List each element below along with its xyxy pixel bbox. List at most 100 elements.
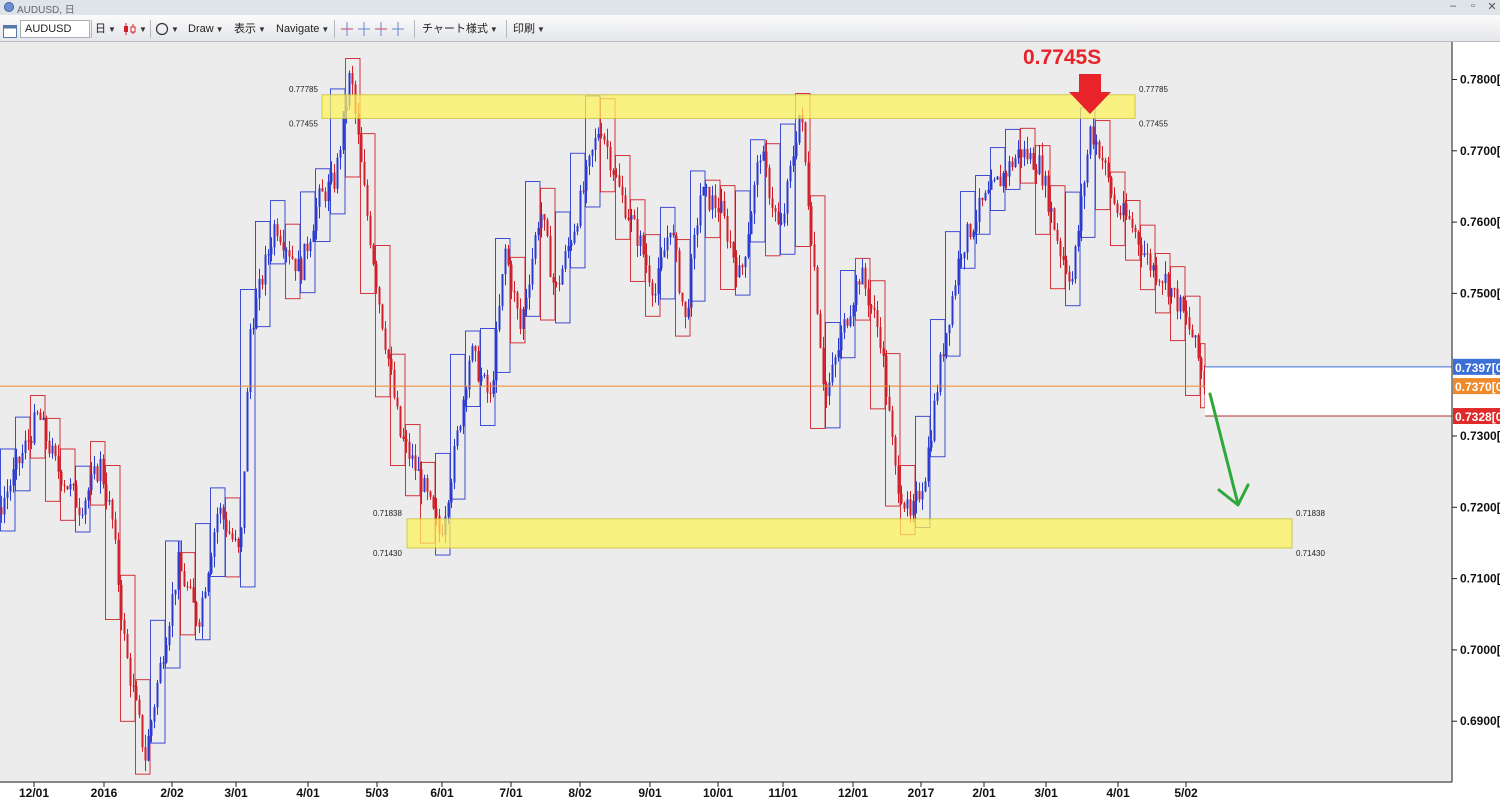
candle <box>894 436 897 466</box>
range-box <box>45 417 61 502</box>
x-axis-label: 8/02 <box>568 786 592 800</box>
candle <box>81 514 84 516</box>
candle <box>1020 149 1023 158</box>
resistance-zone[interactable] <box>321 94 1136 119</box>
close-icon[interactable]: ✕ <box>1487 1 1497 13</box>
range-box <box>510 256 526 344</box>
candle <box>519 308 522 329</box>
candle <box>219 507 222 514</box>
x-axis-panel[interactable] <box>0 783 1453 802</box>
range-box <box>15 416 31 492</box>
candle <box>1170 288 1173 297</box>
chart-style-menu[interactable]: チャート様式 ▼ <box>422 19 498 39</box>
draw-menu[interactable]: Draw ▼ <box>188 19 224 39</box>
y-axis-label: 0.7600[0 <box>1460 215 1500 229</box>
candle <box>510 264 513 291</box>
restore-icon[interactable]: ▫ <box>1471 0 1475 12</box>
candle <box>57 456 60 472</box>
range-box <box>1005 128 1021 190</box>
candle <box>1059 240 1062 257</box>
range-box <box>120 574 136 722</box>
chevron-down-icon: ▼ <box>108 25 116 34</box>
chart-window-icon[interactable] <box>3 21 17 41</box>
candle <box>693 234 696 259</box>
candle <box>1044 175 1047 186</box>
candle <box>849 316 852 326</box>
candle <box>1005 173 1008 177</box>
candle <box>336 157 339 189</box>
chevron-down-icon: ▼ <box>537 25 545 34</box>
shape-tool-dropdown[interactable]: ▼ <box>155 19 179 39</box>
candle <box>1188 317 1191 330</box>
candle <box>69 484 72 490</box>
candle <box>681 292 684 302</box>
crosshair-icon <box>375 22 387 37</box>
print-menu[interactable]: 印刷 ▼ <box>513 19 545 39</box>
crosshair-button-4[interactable] <box>392 19 404 39</box>
candle <box>210 556 213 574</box>
candle <box>1203 370 1206 388</box>
candle <box>1011 161 1014 168</box>
crosshair-button-3[interactable] <box>375 19 387 39</box>
candle <box>1032 153 1035 170</box>
candle <box>984 192 987 201</box>
candle <box>555 282 558 284</box>
candle <box>1179 297 1182 312</box>
range-box <box>315 168 331 242</box>
crosshair-icon <box>341 22 353 37</box>
candle <box>1182 297 1185 312</box>
crosshair-button-2[interactable] <box>358 19 370 39</box>
candle <box>1038 155 1041 174</box>
candle <box>141 715 144 748</box>
chart-style-label: チャート様式 <box>422 23 488 35</box>
candle <box>597 134 600 138</box>
candle <box>429 491 432 497</box>
candle <box>921 491 924 500</box>
navigate-menu[interactable]: Navigate ▼ <box>276 19 329 39</box>
candle <box>246 391 249 472</box>
period-dropdown[interactable]: 日 ▼ <box>95 19 116 39</box>
title-bar: AUDUSD, 日 – ▫ ✕ <box>0 0 1500 16</box>
candle-type-dropdown[interactable]: ▼ <box>123 19 147 39</box>
symbol-input[interactable]: AUDUSD <box>20 20 90 38</box>
candle <box>1041 155 1044 186</box>
candle <box>561 268 564 285</box>
candle <box>1017 149 1020 159</box>
candle <box>117 539 120 585</box>
range-box <box>975 175 991 235</box>
candle <box>273 224 276 248</box>
display-menu[interactable]: 表示 ▼ <box>234 19 266 39</box>
range-box <box>660 206 676 300</box>
support-zone[interactable] <box>406 518 1293 549</box>
candle <box>939 354 942 393</box>
price-chart[interactable]: 0.77785 0.77455 0.77785 0.77455 0.71838 0.714… <box>0 42 1500 802</box>
crosshair-button-1[interactable] <box>341 19 353 39</box>
candle <box>969 223 972 238</box>
lower-zone-bottom-label: 0.71430 <box>373 549 402 558</box>
candle <box>1080 196 1083 231</box>
candle <box>864 267 867 289</box>
candle <box>1098 141 1101 158</box>
range-box <box>615 155 631 240</box>
range-box <box>1185 295 1201 396</box>
candle <box>30 440 33 444</box>
candle <box>72 484 75 486</box>
candle <box>810 206 813 245</box>
candle <box>471 346 474 361</box>
candle <box>702 186 705 196</box>
candle <box>357 113 360 135</box>
candle <box>1125 203 1128 217</box>
range-box <box>1110 171 1126 247</box>
candle <box>1071 279 1074 282</box>
minimize-icon[interactable]: – <box>1449 0 1457 12</box>
candle <box>819 313 822 348</box>
candle <box>897 465 900 494</box>
candle <box>162 662 165 664</box>
lower-zone-top-label-right: 0.71838 <box>1296 509 1325 518</box>
candle <box>888 396 891 411</box>
candle <box>1122 203 1125 216</box>
candle <box>1089 126 1092 155</box>
candle <box>954 285 957 296</box>
candle <box>978 197 981 222</box>
candle <box>1065 259 1068 272</box>
